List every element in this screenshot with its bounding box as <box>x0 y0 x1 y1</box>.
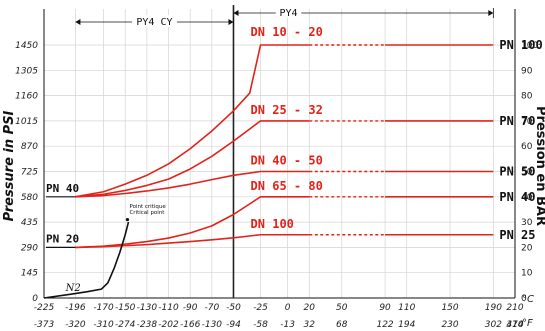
n2-label: N2 <box>65 283 81 294</box>
pn-label: PN 25 <box>499 228 535 242</box>
labels: DN 10 - 20 PN 100 DN 25 - 32 PN 70 DN 40 - 5… <box>46 25 543 294</box>
y-right-tick: 50 <box>521 168 533 178</box>
range-label: PY4 CY <box>136 17 172 28</box>
range-arrow-right <box>488 10 494 16</box>
x-tick-celsius: 50 <box>336 303 348 313</box>
x-tick-celsius: -25 <box>253 303 268 313</box>
series-line <box>75 120 310 198</box>
x-unit-celsius: °C <box>522 294 534 305</box>
x-tick-fahrenheit: 410 <box>506 320 523 330</box>
x-tick-celsius: -110 <box>158 303 179 313</box>
x-tick-fahrenheit: 122 <box>376 320 393 330</box>
y-left-axis-title: Pressure in PSI <box>2 110 17 221</box>
range-arrow-right <box>228 19 234 25</box>
x-tick-celsius: -90 <box>183 303 198 313</box>
x-tick-fahrenheit: -166 <box>180 320 201 330</box>
pn-left-label: PN 40 <box>46 182 79 195</box>
x-tick-celsius: 20 <box>304 303 316 313</box>
critical-point-marker <box>125 217 130 222</box>
x-tick-celsius: 210 <box>506 303 523 313</box>
y-right-tick: 100 <box>521 41 538 51</box>
pn-label: PN 70 <box>499 114 535 128</box>
y-right-tick: 60 <box>521 142 533 152</box>
x-tick-celsius: 150 <box>441 303 458 313</box>
x-tick-celsius: -170 <box>93 303 114 313</box>
x-tick-fahrenheit: -274 <box>115 320 136 330</box>
dn-label: DN 25 - 32 <box>251 103 323 117</box>
x-tick-fahrenheit: 68 <box>336 320 348 330</box>
range-label-bg <box>131 15 177 27</box>
y-right-tick: 80 <box>521 92 533 102</box>
series-lines <box>43 44 494 299</box>
y-left-tick: 1305 <box>15 66 38 76</box>
series-line <box>75 196 310 249</box>
y-right-tick: 40 <box>521 193 533 203</box>
y-left-tick: 725 <box>21 168 38 178</box>
y-right-tick: 90 <box>521 66 533 76</box>
x-tick-celsius: -225 <box>34 303 55 313</box>
dn-label: DN 65 - 80 <box>251 179 323 193</box>
x-tick-celsius: -50 <box>226 303 241 313</box>
y-left-tick: 870 <box>21 142 38 152</box>
pn-label: PN 40 <box>499 190 535 204</box>
critical-point-label-fr: Point critique <box>129 204 166 210</box>
n2-curve <box>43 221 130 299</box>
series-line <box>75 170 310 198</box>
x-tick-celsius: -196 <box>65 303 86 313</box>
range-arrow-left <box>233 10 239 16</box>
pn-left-label: PN 20 <box>46 232 79 245</box>
y-right-tick: 10 <box>521 269 533 279</box>
dn-label: DN 40 - 50 <box>251 154 323 168</box>
x-tick-fahrenheit: -320 <box>65 320 86 330</box>
x-tick-fahrenheit: -202 <box>158 320 179 330</box>
x-tick-fahrenheit: -373 <box>34 320 55 330</box>
x-tick-celsius: -150 <box>115 303 136 313</box>
y-left-tick: 1015 <box>15 117 38 127</box>
series-line <box>75 233 310 249</box>
x-tick-fahrenheit: -310 <box>93 320 114 330</box>
x-tick-fahrenheit: 32 <box>304 320 316 330</box>
x-tick-celsius: 0 <box>285 303 291 313</box>
x-tick-fahrenheit: 194 <box>398 320 415 330</box>
x-tick-fahrenheit: -58 <box>253 320 268 330</box>
series-line <box>75 44 310 198</box>
y-right-tick: 0 <box>521 294 527 304</box>
range-label-bg <box>275 6 302 18</box>
x-tick-fahrenheit: -94 <box>226 320 241 330</box>
y-left-tick: 1450 <box>15 41 38 51</box>
y-left-tick: 435 <box>21 218 38 228</box>
y-right-tick: 30 <box>521 218 533 228</box>
pn-label: PN 100 <box>499 38 542 52</box>
y-left-tick: 290 <box>21 243 38 253</box>
pn-label: PN 50 <box>499 165 535 179</box>
x-tick-fahrenheit: 374 <box>506 320 523 330</box>
x-unit-fahrenheit: °F <box>522 318 533 329</box>
y-left-tick: 580 <box>21 193 38 203</box>
range-arrow-left <box>75 19 81 25</box>
range-label: PY4 <box>279 8 297 19</box>
y-right-tick: 20 <box>521 243 533 253</box>
x-tick-celsius: 190 <box>485 303 502 313</box>
x-tick-celsius: 90 <box>379 303 391 313</box>
x-tick-fahrenheit: -238 <box>137 320 158 330</box>
y-right-axis-title: Pression en BAR <box>533 106 545 226</box>
y-left-tick: 145 <box>21 269 38 279</box>
x-tick-celsius: -70 <box>204 303 219 313</box>
x-tick-fahrenheit: 302 <box>485 320 502 330</box>
y-left-tick: 0 <box>32 294 38 304</box>
x-tick-fahrenheit: 230 <box>441 320 458 330</box>
x-tick-fahrenheit: -130 <box>202 320 223 330</box>
x-tick-celsius: -130 <box>137 303 158 313</box>
y-left-tick: 1160 <box>15 92 38 102</box>
critical-point-label-en: Critical point <box>129 210 165 216</box>
y-right-tick: 70 <box>521 117 533 127</box>
axes: -225 -196 -170 -150 -130 -110 -90 -70 -50 -25 0 20 5… <box>15 5 538 330</box>
x-tick-fahrenheit: -13 <box>280 320 295 330</box>
x-tick-celsius: 110 <box>398 303 415 313</box>
range-indicators: PY4 CY PY4 <box>75 6 494 28</box>
dn-label: DN 10 - 20 <box>251 25 323 39</box>
dn-label: DN 100 <box>251 217 294 231</box>
